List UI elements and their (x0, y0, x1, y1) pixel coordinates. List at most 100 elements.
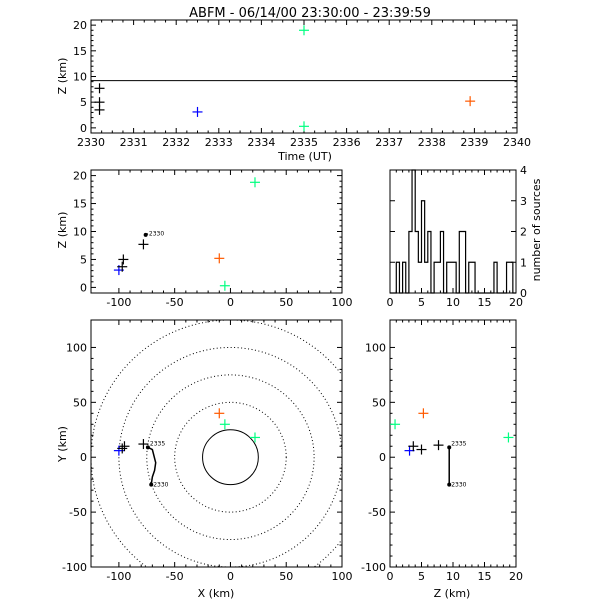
xz-panel: -100 -50 0 50 100 0 5 10 15 20 2330 (73, 169, 353, 309)
zy-xtick-label: 10 (446, 570, 460, 583)
hist-ytick-label: 4 (520, 164, 527, 177)
plan-xtick-label: 100 (332, 570, 353, 583)
th-point (192, 106, 203, 117)
zy-point (433, 440, 444, 451)
th-ytick-label: 10 (73, 71, 87, 84)
range-ring (202, 429, 259, 486)
xz-ytick-label: 20 (73, 170, 87, 183)
zy-point (418, 408, 429, 419)
xz-ytick-label: 10 (73, 226, 87, 239)
hist-ytick-label: 1 (520, 256, 527, 269)
time-height-panel: 2330 2331 2332 2333 2334 2335 2336 2337 2338 2339… (73, 19, 531, 149)
th-xtick-label: 2339 (460, 136, 488, 149)
range-ring (91, 320, 342, 567)
plan-point (219, 419, 230, 430)
zy-track-start-label: 2335 (451, 440, 466, 447)
xz-ytick-label: 5 (80, 253, 87, 266)
th-ytick-label: 15 (73, 45, 87, 58)
zy-panel: 0 5 10 15 20 -100 -50 0 50 100 2335 2330 (361, 319, 523, 583)
th-xtick-label: 2336 (333, 136, 361, 149)
plan-ytick-label: -100 (62, 561, 87, 574)
hist-ytick-label: 2 (520, 226, 527, 239)
zy-ytick-label: -100 (361, 561, 386, 574)
plan-ytick-label: 50 (73, 396, 87, 409)
th-ytick-label: 0 (80, 122, 87, 135)
th-xtick-label: 2340 (503, 136, 531, 149)
plan-ytick-label: -50 (69, 506, 87, 519)
time-height-ylabel: Z (km) (56, 58, 69, 95)
xz-xtick-label: 100 (332, 296, 353, 309)
plan-xtick-label: -50 (166, 570, 184, 583)
xz-xtick-label: 0 (227, 296, 234, 309)
th-xtick-label: 2333 (205, 136, 233, 149)
hist-xtick-label: 15 (478, 296, 492, 309)
figure-title: ABFM - 06/14/00 23:30:00 - 23:39:59 (189, 6, 431, 21)
th-ytick-label: 5 (80, 96, 87, 109)
hist-xtick-label: 20 (509, 296, 523, 309)
xz-point (118, 254, 129, 265)
range-ring (174, 401, 287, 513)
th-point (465, 96, 476, 107)
plan-track-end-label: 2330 (153, 482, 168, 489)
th-xtick-label: 2334 (247, 136, 275, 149)
plan-point (119, 441, 130, 452)
range-ring (146, 374, 315, 541)
plan-xtick-label: 0 (227, 570, 234, 583)
plan-frame (90, 319, 343, 568)
th-xtick-label: 2338 (418, 136, 446, 149)
zy-xtick-label: 15 (478, 570, 492, 583)
plan-view-panel: -100 -50 0 50 100 -100 -50 0 50 100 2335 2330 (62, 319, 353, 583)
xz-ytick-label: 0 (80, 281, 87, 294)
th-xtick-label: 2335 (290, 136, 318, 149)
plan-ytick-label: 100 (66, 341, 87, 354)
zy-ytick-label: -50 (368, 506, 386, 519)
xz-ytick-label: 15 (73, 198, 87, 211)
th-point (299, 121, 309, 132)
th-frame (90, 19, 518, 134)
plan-track-end (149, 482, 154, 487)
zy-point (416, 444, 427, 455)
zy-ytick-label: 100 (365, 341, 386, 354)
zy-ytick-label: 50 (372, 396, 386, 409)
zy-track-start (447, 445, 452, 450)
plan-view-xlabel: X (km) (198, 587, 235, 600)
hist-xtick-label: 10 (446, 296, 460, 309)
th-ytick-label: 20 (73, 19, 87, 32)
plan-view-ylabel: Y (km) (56, 426, 69, 463)
histogram-ylabel: number of sources (530, 178, 543, 281)
zy-track-end-label: 2330 (451, 482, 466, 489)
xz-point (249, 177, 260, 188)
th-xtick-label: 2331 (120, 136, 148, 149)
th-point (94, 83, 105, 94)
zy-xtick-label: 20 (509, 570, 523, 583)
plan-track-start (145, 445, 150, 450)
zy-ytick-label: 0 (379, 451, 386, 464)
range-rings (91, 320, 342, 567)
th-point (299, 25, 309, 36)
hist-xtick-label: 5 (418, 296, 425, 309)
xz-point (138, 239, 149, 250)
zy-xlabel: Z (km) (434, 587, 471, 600)
plan-track-start-label: 2335 (150, 440, 165, 447)
range-ring (118, 346, 342, 567)
th-xtick-label: 2330 (77, 136, 105, 149)
zy-point (503, 432, 514, 443)
xz-frame (90, 169, 343, 294)
plan-ytick-label: 0 (80, 451, 87, 464)
plan-track (147, 446, 157, 485)
hist-ytick-label: 3 (520, 195, 527, 208)
xz-point (117, 261, 128, 272)
hist-bars (390, 169, 516, 294)
plan-xtick-label: 50 (279, 570, 293, 583)
plan-point (214, 408, 225, 419)
xz-xtick-label: -100 (106, 296, 131, 309)
th-xtick-label: 2332 (162, 136, 190, 149)
zy-xtick-label: 5 (418, 570, 425, 583)
zy-xtick-label: 0 (387, 570, 394, 583)
xz-point (219, 280, 230, 291)
plan-point (138, 439, 149, 450)
xz-track-dot (143, 232, 148, 237)
hist-xtick-label: 0 (387, 296, 394, 309)
time-height-xlabel: Time (UT) (277, 150, 332, 163)
